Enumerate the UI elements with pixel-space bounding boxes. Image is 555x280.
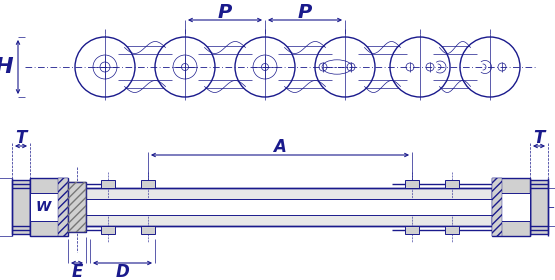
Bar: [492, 193, 530, 221]
Bar: [405, 180, 419, 188]
Bar: [58, 178, 68, 236]
Text: P: P: [298, 4, 312, 22]
Text: A: A: [274, 138, 286, 156]
Text: T: T: [16, 129, 27, 147]
Bar: [68, 182, 86, 232]
Bar: [530, 180, 548, 234]
Bar: [68, 199, 492, 215]
Bar: [12, 180, 30, 234]
Bar: [141, 180, 155, 188]
Bar: [30, 178, 68, 236]
Bar: [68, 188, 492, 226]
Bar: [445, 226, 459, 234]
Text: D: D: [115, 263, 129, 280]
Text: E: E: [71, 263, 83, 280]
Bar: [492, 178, 502, 236]
Bar: [405, 226, 419, 234]
Bar: [445, 180, 459, 188]
Text: W: W: [36, 200, 51, 214]
Text: P: P: [218, 4, 232, 22]
Bar: [68, 182, 86, 232]
Text: H: H: [0, 57, 13, 77]
Bar: [30, 193, 68, 221]
Bar: [101, 180, 115, 188]
Text: T: T: [533, 129, 544, 147]
Bar: [101, 226, 115, 234]
Bar: [141, 226, 155, 234]
Bar: [492, 178, 530, 236]
